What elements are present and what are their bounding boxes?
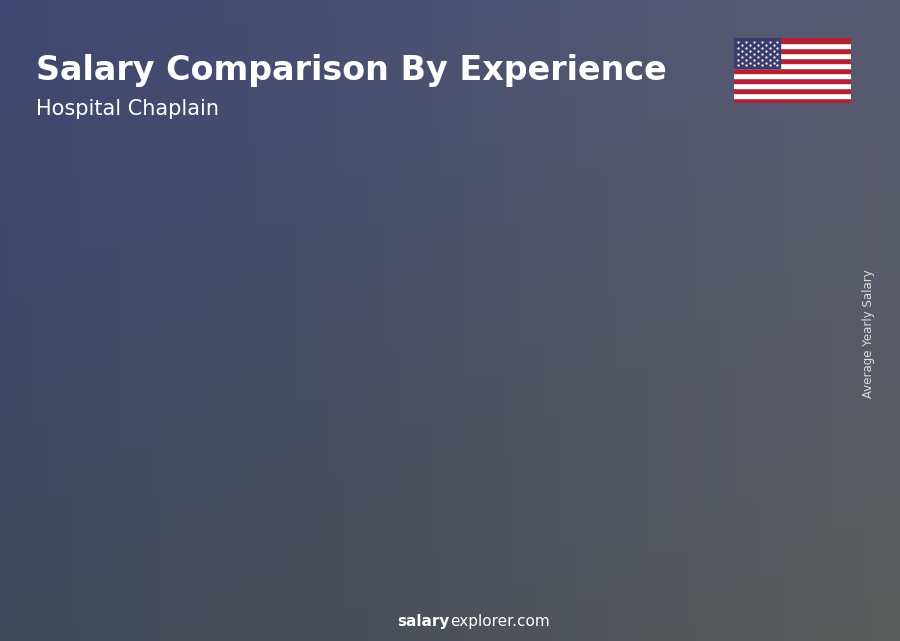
Text: 118,000 USD: 118,000 USD <box>770 177 858 190</box>
Text: 108,000 USD: 108,000 USD <box>590 209 678 222</box>
Text: 62,700 USD: 62,700 USD <box>213 353 292 366</box>
Bar <box>168 437 174 577</box>
Bar <box>734 63 850 68</box>
Bar <box>349 315 419 319</box>
Text: 44,200 USD: 44,200 USD <box>83 412 161 425</box>
Bar <box>734 68 850 73</box>
Bar <box>475 255 545 577</box>
FancyArrowPatch shape <box>513 202 641 255</box>
Bar <box>734 73 850 78</box>
Bar <box>601 233 671 577</box>
Bar <box>419 315 425 577</box>
Text: +31%: +31% <box>283 207 346 226</box>
Text: +23%: +23% <box>409 197 472 217</box>
Text: salary: salary <box>398 615 450 629</box>
Bar <box>671 233 676 577</box>
Bar <box>726 201 796 577</box>
Bar <box>734 53 850 58</box>
Bar <box>734 83 850 88</box>
Bar <box>545 255 551 577</box>
Bar <box>796 201 802 577</box>
Bar <box>734 88 850 93</box>
Bar <box>734 78 850 83</box>
FancyArrowPatch shape <box>136 315 266 437</box>
Text: Average Yearly Salary: Average Yearly Salary <box>862 269 875 397</box>
FancyArrowPatch shape <box>639 178 766 233</box>
Bar <box>734 93 850 97</box>
Text: +42%: +42% <box>157 258 220 277</box>
Bar <box>294 378 299 577</box>
Text: +10%: +10% <box>660 138 723 156</box>
Text: 82,400 USD: 82,400 USD <box>339 290 418 303</box>
Bar <box>734 38 780 68</box>
Bar <box>734 38 850 44</box>
Bar <box>734 44 850 48</box>
FancyArrowPatch shape <box>387 237 514 315</box>
Bar <box>601 233 671 239</box>
Bar <box>734 58 850 63</box>
Bar <box>734 97 850 103</box>
Bar <box>726 201 796 208</box>
Bar <box>349 315 419 577</box>
Bar <box>734 48 850 53</box>
Text: Hospital Chaplain: Hospital Chaplain <box>36 99 219 119</box>
Text: Salary Comparison By Experience: Salary Comparison By Experience <box>36 54 667 87</box>
Text: +6%: +6% <box>541 161 590 179</box>
Text: 101,000 USD: 101,000 USD <box>465 231 552 244</box>
Bar <box>224 378 294 381</box>
Bar <box>98 437 168 438</box>
FancyArrowPatch shape <box>261 261 391 378</box>
Bar <box>475 255 545 262</box>
Text: explorer.com: explorer.com <box>450 615 550 629</box>
Bar <box>224 378 294 577</box>
Bar <box>98 437 168 577</box>
